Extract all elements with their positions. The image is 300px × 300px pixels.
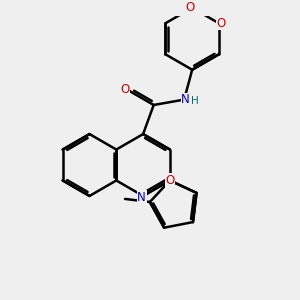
Text: H: H	[191, 96, 199, 106]
Text: N: N	[137, 191, 146, 204]
Text: N: N	[181, 93, 190, 106]
Text: O: O	[165, 174, 175, 187]
Text: O: O	[185, 1, 195, 14]
Text: O: O	[217, 17, 226, 30]
Text: O: O	[120, 83, 129, 96]
